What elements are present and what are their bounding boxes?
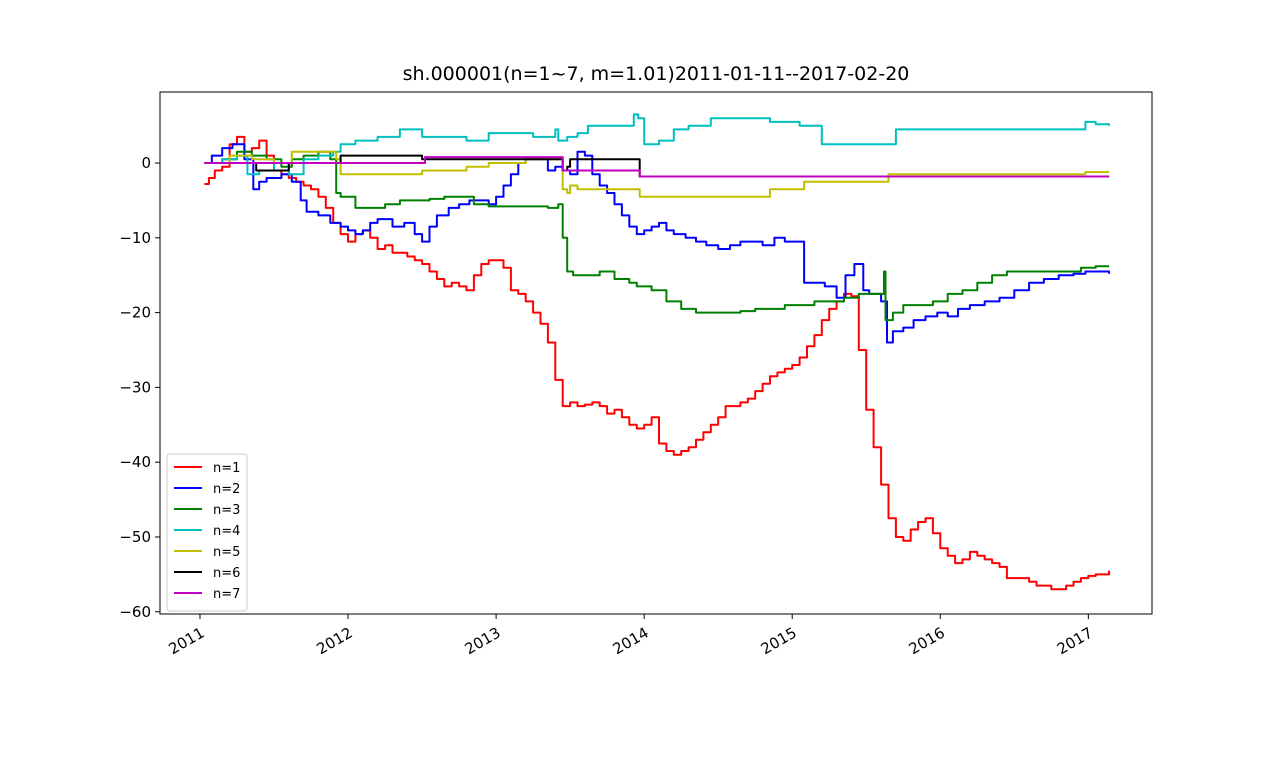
legend-label-n=7: n=7 — [213, 587, 240, 602]
y-tick-label--30: −30 — [119, 378, 151, 396]
legend-label-n=2: n=2 — [213, 482, 240, 497]
chart-title: sh.000001(n=1~7, m=1.01)2011-01-11--2017… — [403, 63, 910, 85]
plot-frame — [159, 91, 1153, 615]
legend-label-n=4: n=4 — [213, 524, 240, 539]
y-tick-label-0: 0 — [141, 154, 151, 172]
series-line-n=7 — [204, 156, 1110, 178]
legend-label-n=5: n=5 — [213, 545, 240, 560]
legend-label-n=3: n=3 — [213, 503, 240, 518]
series-line-n=3 — [204, 150, 1110, 322]
legend-label-n=1: n=1 — [213, 461, 240, 476]
series-layer — [204, 113, 1111, 591]
series-line-n=2 — [204, 143, 1111, 344]
series-line-n=5 — [204, 150, 1110, 198]
series-line-n=1 — [204, 135, 1111, 591]
y-tick-label--50: −50 — [119, 528, 151, 546]
legend-label-n=6: n=6 — [213, 566, 240, 581]
series-line-n=4 — [204, 113, 1111, 176]
y-tick-label--60: −60 — [119, 603, 151, 621]
y-tick-label--20: −20 — [119, 304, 151, 322]
legend: n=1 n=2 n=3 n=4 n=5 n=6 n=7 — [166, 453, 248, 612]
y-tick-label--40: −40 — [119, 453, 151, 471]
y-tick-label--10: −10 — [119, 229, 151, 247]
